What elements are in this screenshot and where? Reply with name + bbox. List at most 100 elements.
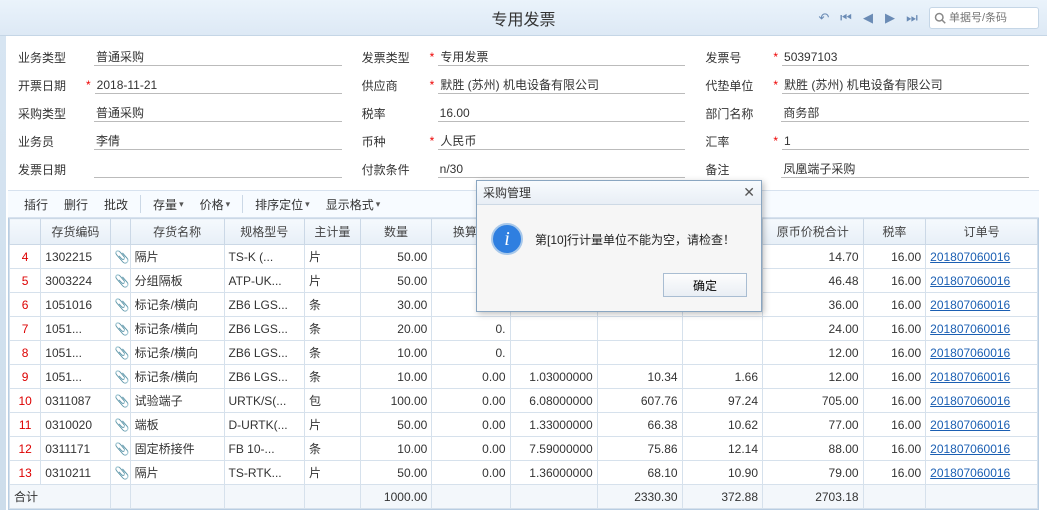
cell-order[interactable]: 201807060016 [926,413,1038,437]
order-link[interactable]: 201807060016 [930,274,1010,288]
attachment-icon[interactable]: 📎 [110,389,130,413]
cell-amount[interactable]: 24.00 [763,317,864,341]
cell-tax[interactable]: 16.00 [863,341,926,365]
first-icon[interactable]: ⏮ [837,9,855,27]
cell-rate[interactable]: 0.00 [432,389,510,413]
cell-code[interactable]: 1051... [41,341,110,365]
cell-spec[interactable]: ATP-UK... [224,269,304,293]
cell-name[interactable]: 标记条/横向 [130,365,224,389]
cell-tax[interactable]: 16.00 [863,317,926,341]
cell-tax[interactable]: 16.00 [863,365,926,389]
cell-name[interactable]: 分组隔板 [130,269,224,293]
cell-rate[interactable]: 0. [432,341,510,365]
cell-qty[interactable]: 30.00 [360,293,432,317]
cell-order[interactable]: 201807060016 [926,245,1038,269]
column-header[interactable]: 规格型号 [224,219,304,245]
column-header[interactable]: 原币价税合计 [763,219,864,245]
cell-spec[interactable]: URTK/S(... [224,389,304,413]
order-link[interactable]: 201807060016 [930,442,1010,456]
cell-c1[interactable]: 1.33000000 [510,413,597,437]
cell-c3[interactable]: 1.66 [682,365,762,389]
column-header[interactable] [110,219,130,245]
cell-uom[interactable]: 片 [304,245,360,269]
cell-amount[interactable]: 88.00 [763,437,864,461]
form-value[interactable]: 普通采购 [94,104,342,122]
cell-qty[interactable]: 10.00 [360,437,432,461]
attachment-icon[interactable]: 📎 [110,293,130,317]
cell-c2[interactable]: 607.76 [597,389,682,413]
cell-name[interactable]: 端板 [130,413,224,437]
form-value[interactable]: n/30 [438,160,686,178]
cell-c2[interactable]: 10.34 [597,365,682,389]
close-icon[interactable]: ✕ [743,184,755,201]
cell-c1[interactable]: 1.36000000 [510,461,597,485]
cell-name[interactable]: 试验端子 [130,389,224,413]
column-header[interactable] [10,219,41,245]
cell-amount[interactable]: 705.00 [763,389,864,413]
insert-row-button[interactable]: 插行 [18,194,54,215]
cell-spec[interactable]: FB 10-... [224,437,304,461]
cell-order[interactable]: 201807060016 [926,341,1038,365]
form-value[interactable] [94,160,342,178]
cell-rate[interactable]: 0.00 [432,437,510,461]
table-row[interactable]: 110310020📎端板D-URTK(...片50.000.001.330000… [10,413,1038,437]
cell-spec[interactable]: TS-RTK... [224,461,304,485]
cell-c2[interactable] [597,317,682,341]
cell-order[interactable]: 201807060016 [926,293,1038,317]
form-value[interactable]: 凤凰端子采购 [781,160,1029,178]
form-value[interactable]: 李倩 [94,132,342,150]
cell-qty[interactable]: 50.00 [360,413,432,437]
stock-button[interactable]: 存量▾ [147,194,190,215]
cell-tax[interactable]: 16.00 [863,269,926,293]
cell-code[interactable]: 0311087 [41,389,110,413]
form-value[interactable]: 2018-11-21 [95,76,342,94]
form-value[interactable]: 商务部 [781,104,1029,122]
cell-amount[interactable]: 12.00 [763,365,864,389]
cell-name[interactable]: 隔片 [130,245,224,269]
cell-spec[interactable]: D-URTK(... [224,413,304,437]
cell-code[interactable]: 0310211 [41,461,110,485]
cell-spec[interactable]: ZB6 LGS... [224,293,304,317]
cell-amount[interactable]: 79.00 [763,461,864,485]
cell-code[interactable]: 0310020 [41,413,110,437]
cell-c3[interactable]: 97.24 [682,389,762,413]
table-row[interactable]: 100311087📎试验端子URTK/S(...包100.000.006.080… [10,389,1038,413]
cell-qty[interactable]: 50.00 [360,461,432,485]
cell-code[interactable]: 3003224 [41,269,110,293]
cell-c3[interactable]: 12.14 [682,437,762,461]
cell-order[interactable]: 201807060016 [926,437,1038,461]
cell-uom[interactable]: 条 [304,437,360,461]
cell-spec[interactable]: ZB6 LGS... [224,365,304,389]
cell-c2[interactable]: 75.86 [597,437,682,461]
column-header[interactable]: 税率 [863,219,926,245]
cell-spec[interactable]: TS-K (... [224,245,304,269]
column-header[interactable]: 存货名称 [130,219,224,245]
cell-rate[interactable]: 0.00 [432,461,510,485]
cell-rate[interactable]: 0. [432,317,510,341]
cell-uom[interactable]: 条 [304,341,360,365]
cell-order[interactable]: 201807060016 [926,269,1038,293]
attachment-icon[interactable]: 📎 [110,317,130,341]
order-link[interactable]: 201807060016 [930,250,1010,264]
cell-c1[interactable] [510,317,597,341]
cell-qty[interactable]: 10.00 [360,341,432,365]
column-header[interactable]: 订单号 [926,219,1038,245]
attachment-icon[interactable]: 📎 [110,437,130,461]
cell-order[interactable]: 201807060016 [926,461,1038,485]
ok-button[interactable]: 确定 [663,273,747,297]
table-row[interactable]: 120311171📎固定桥接件FB 10-...条10.000.007.5900… [10,437,1038,461]
undo-icon[interactable]: ↶ [815,9,833,27]
cell-code[interactable]: 1051... [41,365,110,389]
table-row[interactable]: 130310211📎隔片TS-RTK...片50.000.001.3600000… [10,461,1038,485]
column-header[interactable]: 数量 [360,219,432,245]
cell-code[interactable]: 1051016 [41,293,110,317]
cell-amount[interactable]: 77.00 [763,413,864,437]
cell-qty[interactable]: 100.00 [360,389,432,413]
delete-row-button[interactable]: 删行 [58,194,94,215]
order-link[interactable]: 201807060016 [930,298,1010,312]
cell-tax[interactable]: 16.00 [863,389,926,413]
column-header[interactable]: 存货编码 [41,219,110,245]
attachment-icon[interactable]: 📎 [110,413,130,437]
cell-tax[interactable]: 16.00 [863,245,926,269]
prev-icon[interactable]: ◀ [859,9,877,27]
